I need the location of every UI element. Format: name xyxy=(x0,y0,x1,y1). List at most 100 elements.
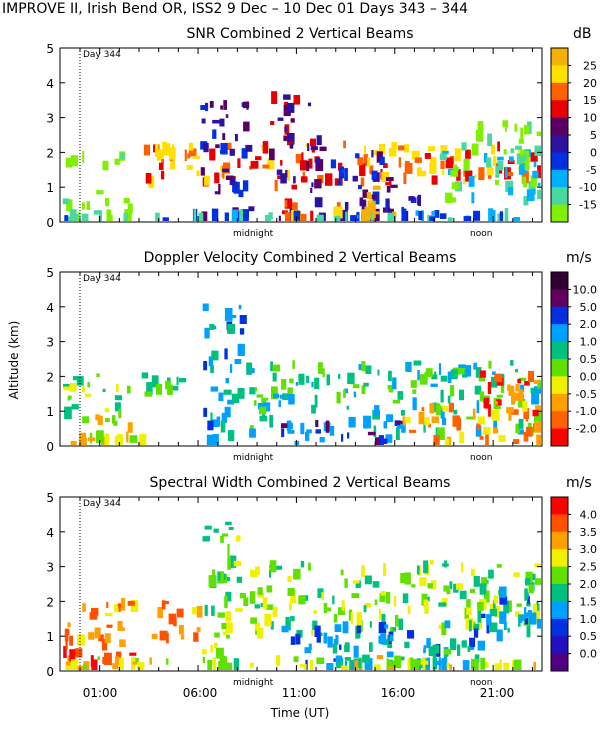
width-colorbar-label: 0.5 xyxy=(580,630,598,643)
velocity-echo-cell xyxy=(440,375,448,382)
snr-echo-cell xyxy=(495,179,499,185)
width-echo-cell xyxy=(221,623,227,630)
width-echo-cell xyxy=(441,658,448,670)
snr-echo-cell xyxy=(238,189,244,198)
snr-echo-cell xyxy=(307,102,312,107)
velocity-echo-cell xyxy=(238,304,242,310)
width-echo-cell xyxy=(533,604,538,612)
snr-echo-cell xyxy=(383,163,388,169)
velocity-echo-cell xyxy=(466,416,474,420)
snr-echo-cell xyxy=(204,175,210,186)
velocity-echo-cell xyxy=(448,402,454,413)
snr-echo-cell xyxy=(300,160,308,171)
width-echo-cell xyxy=(489,608,497,617)
width-echo-cell xyxy=(364,575,372,585)
width-colorbar-swatch xyxy=(551,514,568,533)
snr-echo-cell xyxy=(238,216,240,221)
snr-echo-cell xyxy=(463,179,466,185)
velocity-colorbar-label: -1.0 xyxy=(576,405,597,418)
velocity-echo-cell xyxy=(428,423,431,428)
velocity-echo-cell xyxy=(348,416,356,428)
width-echo-cell xyxy=(213,642,218,648)
width-echo-cell xyxy=(77,634,85,646)
width-echo-cell xyxy=(264,613,272,627)
width-echo-cell xyxy=(378,635,381,644)
snr-echo-cell xyxy=(81,213,89,221)
velocity-echo-cell xyxy=(421,407,425,411)
velocity-echo-cell xyxy=(410,380,417,388)
velocity-echo-cell xyxy=(287,429,295,434)
width-echo-cell xyxy=(67,655,71,668)
velocity-echo-cell xyxy=(423,422,426,433)
width-echo-cell xyxy=(262,597,268,609)
width-echo-cell xyxy=(94,627,101,639)
width-echo-cell xyxy=(524,617,528,625)
velocity-echo-cell xyxy=(82,386,86,393)
snr-echo-cell xyxy=(381,172,390,183)
snr-echo-cell xyxy=(338,174,342,180)
velocity-echo-cell xyxy=(231,393,240,403)
width-echo-cell xyxy=(104,652,112,665)
width-echo-cell xyxy=(342,621,349,634)
snr-echo-cell xyxy=(220,105,223,110)
velocity-echo-cell xyxy=(480,370,486,378)
velocity-echo-cell xyxy=(227,430,235,442)
velocity-echo-cell xyxy=(347,372,355,385)
snr-echo-cell xyxy=(305,143,308,147)
velocity-echo-cell xyxy=(518,377,527,381)
velocity-echo-cell xyxy=(344,388,349,394)
width-echo-cell xyxy=(350,612,353,625)
velocity-echo-cell xyxy=(126,385,131,394)
snr-echo-cell xyxy=(508,186,514,196)
snr-echo-cell xyxy=(81,202,85,210)
width-echo-cell xyxy=(494,663,501,670)
width-echo-cell xyxy=(304,647,312,654)
snr-echo-cell xyxy=(250,160,259,169)
width-echo-cell xyxy=(394,655,402,669)
width-echo-cell xyxy=(104,633,111,643)
velocity-echo-cell xyxy=(257,403,265,410)
width-colorbar-swatch xyxy=(551,531,568,550)
snr-echo-cell xyxy=(502,120,508,128)
snr-colorbar: 25 20 15 10 5 0 -5 -10 -15 xyxy=(550,47,597,223)
width-echo-cell xyxy=(469,637,476,648)
velocity-echo-cell xyxy=(237,388,245,399)
snr-echo-cell xyxy=(102,160,109,171)
velocity-echo-cell xyxy=(453,409,458,415)
velocity-colorbar-swatch xyxy=(551,428,568,447)
snr-echo-cell xyxy=(237,158,241,168)
velocity-echo-cell xyxy=(346,405,349,410)
velocity-colorbar-swatch xyxy=(551,411,568,429)
velocity-echo-cell xyxy=(482,427,491,435)
velocity-echo-cell xyxy=(343,389,346,398)
snr-echo-cell xyxy=(461,142,467,151)
width-echo-cell xyxy=(327,636,333,648)
width-echo-cell xyxy=(467,645,471,652)
width-echo-cell xyxy=(254,622,261,631)
snr-plot-frame xyxy=(59,47,543,223)
velocity-echo-cell xyxy=(281,428,285,438)
snr-echo-cell xyxy=(66,199,73,212)
velocity-echo-cell xyxy=(495,401,498,405)
snr-y-tick-label: 4 xyxy=(46,77,54,91)
velocity-echo-cell xyxy=(104,408,110,413)
width-echo-cell xyxy=(407,605,411,615)
velocity-echo-cell xyxy=(440,406,443,410)
snr-echo-cell xyxy=(287,102,295,113)
velocity-panel-title: Doppler Velocity Combined 2 Vertical Bea… xyxy=(144,250,457,266)
velocity-echo-cell xyxy=(295,382,298,386)
velocity-echo-cell xyxy=(363,382,369,387)
snr-echo-field xyxy=(62,91,541,221)
snr-echo-cell xyxy=(374,208,380,221)
width-colorbar-swatch xyxy=(551,566,568,585)
velocity-echo-cell xyxy=(396,420,403,424)
width-echo-cell xyxy=(344,660,348,670)
velocity-echo-cell xyxy=(292,360,295,369)
width-echo-cell xyxy=(389,634,394,642)
width-echo-cell xyxy=(446,589,451,595)
width-echo-cell xyxy=(272,606,278,617)
snr-echo-cell xyxy=(534,145,541,157)
velocity-echo-cell xyxy=(272,364,281,372)
width-echo-cell xyxy=(255,566,260,576)
width-echo-cell xyxy=(527,610,533,614)
